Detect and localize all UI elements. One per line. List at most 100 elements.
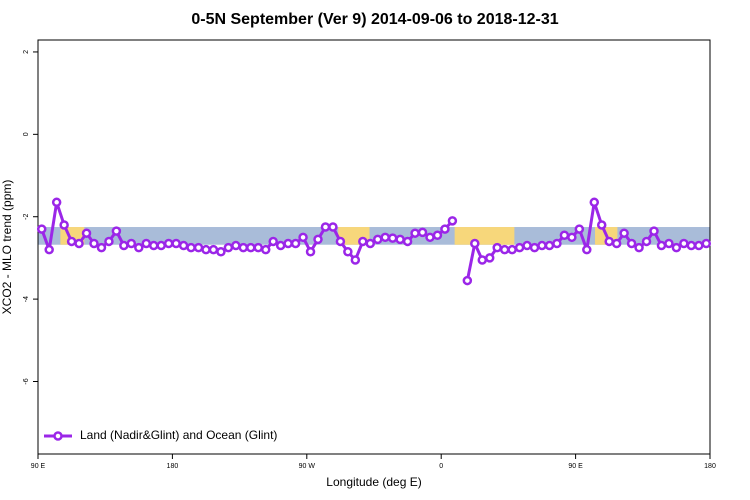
y-tick-label: -2 — [23, 214, 30, 220]
data-point — [641, 236, 652, 247]
data-point — [36, 224, 47, 234]
data-point — [253, 242, 264, 253]
data-point — [529, 242, 540, 253]
data-point — [440, 224, 450, 234]
land-band — [454, 227, 515, 245]
data-point — [671, 242, 682, 253]
data-point — [335, 236, 346, 247]
data-point — [51, 197, 62, 208]
data-point — [320, 222, 331, 232]
data-point — [350, 255, 361, 265]
data-point — [275, 240, 286, 251]
data-point — [141, 238, 152, 249]
data-point — [626, 238, 637, 249]
data-point — [514, 242, 525, 253]
data-point — [216, 246, 226, 257]
data-point — [604, 236, 614, 247]
data-point — [126, 238, 137, 249]
data-point — [499, 244, 510, 255]
data-point — [119, 240, 129, 251]
data-point — [298, 232, 308, 243]
data-point — [694, 240, 704, 251]
y-axis-label: XCO2 - MLO trend (ppm) — [0, 180, 14, 315]
data-point — [96, 242, 107, 253]
x-tick-label: 90 W — [299, 463, 316, 470]
data-point — [260, 244, 271, 255]
chart-title: 0-5N September (Ver 9) 2014-09-06 to 201… — [191, 11, 558, 28]
data-point — [395, 234, 405, 245]
y-tick-label: -6 — [23, 378, 30, 384]
data-point — [387, 233, 398, 243]
data-point — [134, 242, 144, 253]
data-point — [507, 244, 517, 255]
data-point — [178, 240, 189, 251]
data-point — [552, 238, 562, 249]
data-point — [66, 236, 77, 247]
data-point — [305, 246, 316, 257]
data-point — [567, 232, 577, 243]
data-point — [522, 240, 532, 251]
data-point — [664, 238, 674, 249]
data-point — [104, 236, 114, 247]
data-point — [328, 222, 338, 232]
data-point — [44, 244, 54, 255]
data-point — [559, 230, 570, 241]
data-point — [537, 240, 547, 251]
data-point — [268, 236, 278, 247]
data-point — [484, 253, 495, 263]
data-point — [171, 238, 181, 249]
data-point — [81, 228, 92, 238]
x-tick-label: 90 E — [31, 463, 46, 470]
x-tick-label: 180 — [704, 463, 716, 470]
data-point — [649, 226, 659, 236]
data-point — [231, 240, 241, 251]
data-point — [596, 220, 607, 230]
legend-label: Land (Nadir&Glint) and Ocean (Glint) — [80, 428, 277, 442]
data-point — [462, 275, 473, 286]
data-point — [59, 220, 69, 230]
data-point — [74, 238, 84, 249]
data-point — [410, 228, 420, 238]
data-point — [425, 232, 435, 243]
data-point — [477, 255, 488, 265]
x-tick-label: 0 — [439, 463, 443, 470]
ocean-band — [38, 227, 710, 245]
data-point — [679, 238, 689, 249]
data-point — [223, 242, 234, 253]
data-point — [313, 234, 323, 245]
x-axis-label: Longitude (deg E) — [326, 475, 421, 489]
data-point — [380, 232, 390, 243]
plot-frame — [37, 39, 711, 455]
data-point — [201, 244, 211, 255]
data-point — [246, 242, 256, 253]
x-tick-label: 90 E — [568, 463, 583, 470]
data-point — [417, 227, 428, 238]
data-point — [470, 238, 480, 249]
data-point — [193, 242, 204, 253]
y-tick-label: 0 — [23, 132, 30, 136]
data-point — [358, 236, 368, 247]
data-point — [656, 240, 667, 251]
data-point — [208, 244, 219, 255]
data-point — [492, 242, 502, 253]
data-point — [372, 234, 383, 245]
data-point — [148, 240, 159, 251]
data-point — [701, 238, 712, 249]
data-point — [432, 230, 443, 241]
data-point — [283, 238, 293, 249]
data-point — [582, 244, 592, 255]
data-point — [402, 236, 413, 247]
data-point — [544, 240, 555, 251]
data-point — [238, 242, 249, 253]
y-tick-label: 2 — [23, 50, 30, 54]
data-point — [156, 240, 166, 251]
data-point — [686, 240, 697, 251]
x-tick-label: 180 — [167, 463, 179, 470]
legend-item: Land (Nadir&Glint) and Ocean (Glint) — [44, 428, 277, 442]
data-point — [574, 224, 585, 234]
data-point — [634, 242, 644, 253]
data-point — [343, 246, 353, 257]
data-point — [111, 226, 122, 236]
data-point — [89, 238, 99, 249]
